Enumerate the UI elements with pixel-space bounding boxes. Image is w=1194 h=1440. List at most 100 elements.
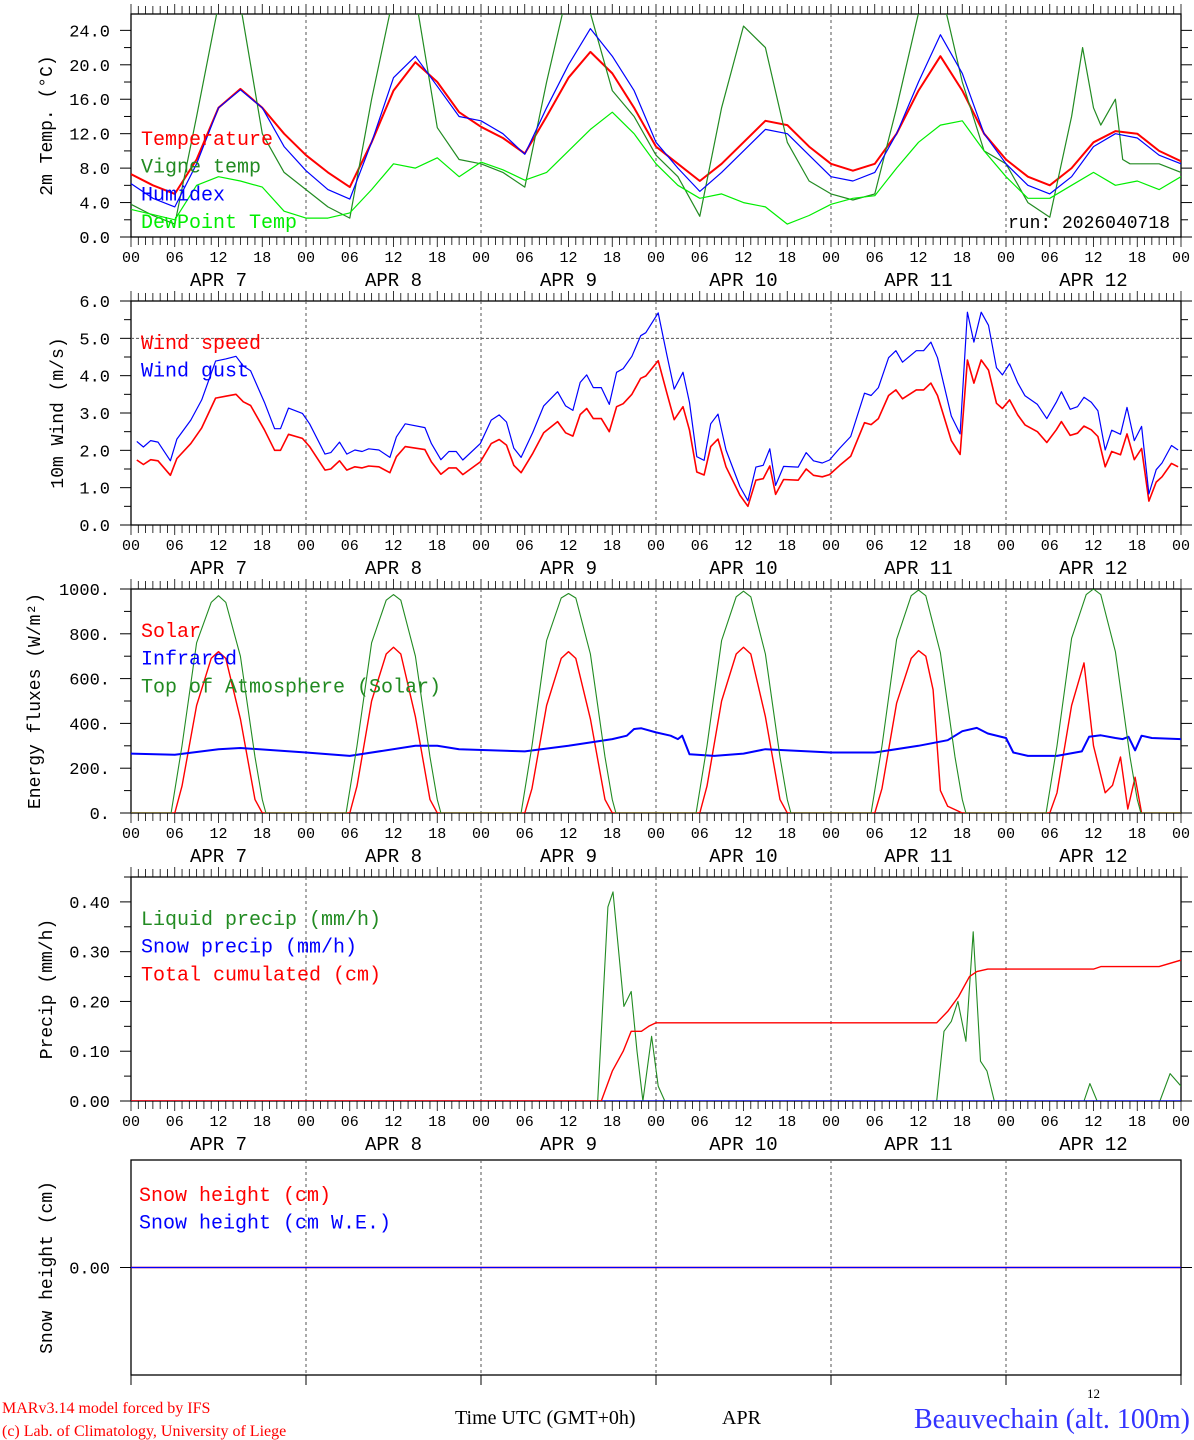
x-tick-label: 00 <box>472 1114 490 1131</box>
y-tick-label: 2.0 <box>79 443 110 462</box>
x-tick-label: 12 <box>734 538 752 555</box>
x-tick-label: 06 <box>1041 1114 1059 1131</box>
x-tick-label: 12 <box>209 538 227 555</box>
y-axis-title: 2m Temp. (°C) <box>38 55 58 195</box>
x-tick-label: 06 <box>341 826 359 843</box>
y-tick-label: 1.0 <box>79 481 110 500</box>
meteogram-panels: 00 06 12 18 00 06 12 18 00 06 12 18 00 06 12 18 00 06 12 18… <box>26 4 1192 1385</box>
x-tick-label: 18 <box>603 250 621 267</box>
series-line-dewpoint-temp <box>131 111 1181 225</box>
x-tick-label: 18 <box>603 538 621 555</box>
x-tick-label: 18 <box>953 826 971 843</box>
model-credit: MARv3.14 model forced by IFS <box>2 1400 210 1417</box>
y-tick-label: 800. <box>69 627 110 646</box>
x-tick-label: 00 <box>297 538 315 555</box>
day-label: APR 7 <box>190 558 247 580</box>
y-axis-title: Energy fluxes (W/m²) <box>26 593 46 809</box>
plot-frame <box>130 300 1182 526</box>
x-tick-label: 00 <box>297 1114 315 1131</box>
day-label: APR 9 <box>540 558 597 580</box>
day-label: APR 7 <box>190 270 247 292</box>
legend-entry: Liquid precip (mm/h) <box>141 909 381 932</box>
x-tick-label: 06 <box>691 1114 709 1131</box>
y-axis-title: 10m Wind (m/s) <box>49 337 69 488</box>
y-tick-label: 0.10 <box>69 1044 110 1063</box>
x-tick-label: 00 <box>472 250 490 267</box>
series-group <box>136 311 1179 508</box>
day-label: APR 12 <box>1059 1134 1127 1156</box>
y-axis-title: Precip (mm/h) <box>38 919 58 1059</box>
x-tick-label: 00 <box>647 538 665 555</box>
day-label: APR 11 <box>884 1134 952 1156</box>
legend-entry: Vigne temp <box>141 157 261 180</box>
x-tick-label: 12 <box>909 826 927 843</box>
series-line-top-of-atmosphere-solar <box>131 589 1181 813</box>
series-line-total-cumulated-cm <box>131 959 1181 1101</box>
x-tick-label: 18 <box>428 250 446 267</box>
x-tick-label: 12 <box>909 538 927 555</box>
x-tick-label: 12 <box>1084 1114 1102 1131</box>
series-line-infrared <box>131 726 1181 757</box>
y-tick-label: 4.0 <box>79 369 110 388</box>
x-tick-label: 12 <box>909 250 927 267</box>
x-tick-label: 18 <box>953 250 971 267</box>
x-tick-label: 00 <box>997 250 1015 267</box>
x-tick-label: 06 <box>691 538 709 555</box>
x-tick-label: 18 <box>1128 538 1146 555</box>
x-tick-label: 06 <box>691 250 709 267</box>
y-tick-label: 4.0 <box>79 196 110 215</box>
x-tick-label: 00 <box>297 826 315 843</box>
x-tick-label: 12 <box>209 250 227 267</box>
x-tick-label: 00 <box>122 250 140 267</box>
panel-5: 0.00 Snow height (cm) Snow height (cm) Snow… <box>38 1159 1192 1385</box>
x-tick-label: 00 <box>1172 250 1190 267</box>
x-tick-label: 18 <box>253 826 271 843</box>
x-tick-label: 00 <box>822 826 840 843</box>
day-label: APR 8 <box>365 846 422 868</box>
x-tick-label: 18 <box>253 538 271 555</box>
y-tick-label: 6.0 <box>79 294 110 313</box>
x-tick-label: 12 <box>559 826 577 843</box>
day-label: APR 11 <box>884 558 952 580</box>
x-tick-label: 12 <box>734 250 752 267</box>
x-tick-label: 18 <box>428 826 446 843</box>
panel-4: 00 06 12 18 00 06 12 18 00 06 12 18 00 06 12 18 00 06 12 18… <box>38 867 1192 1156</box>
legend-entry: Snow height (cm W.E.) <box>139 1213 391 1236</box>
legend-entry: Snow height (cm) <box>139 1185 331 1208</box>
x-tick-label: 00 <box>647 1114 665 1131</box>
series-line-liquid-precip-mm-h <box>131 891 1181 1101</box>
x-tick-label: 18 <box>778 826 796 843</box>
series-line-wind-speed <box>136 359 1179 508</box>
legend-entry: Wind gust <box>141 361 249 384</box>
x-tick-label: 18 <box>1128 250 1146 267</box>
x-tick-label: 06 <box>516 538 534 555</box>
x-tick-label: 00 <box>1172 826 1190 843</box>
x-tick-label: 00 <box>472 538 490 555</box>
y-tick-label: 12.0 <box>69 127 110 146</box>
x-tick-label: 18 <box>603 1114 621 1131</box>
x-tick-label: 06 <box>166 826 184 843</box>
x-tick-label: 18 <box>778 538 796 555</box>
y-tick-label: 0.30 <box>69 945 110 964</box>
legend-entry: Infrared <box>141 649 237 672</box>
x-tick-label: 00 <box>997 538 1015 555</box>
x-tick-label: 06 <box>1041 538 1059 555</box>
footer: MARv3.14 model forced by IFS (c) Lab. of… <box>2 1386 1190 1440</box>
x-tick-label: 06 <box>516 1114 534 1131</box>
x-axis-title: Time UTC (GMT+0h) <box>455 1407 636 1429</box>
y-tick-label: 600. <box>69 672 110 691</box>
legend-entry: Solar <box>141 621 201 644</box>
legend-entry: Snow precip (mm/h) <box>141 937 357 960</box>
day-label: APR 9 <box>540 270 597 292</box>
series-line-vigne-temp <box>131 14 1181 225</box>
x-tick-label: 12 <box>559 538 577 555</box>
day-label: APR 12 <box>1059 558 1127 580</box>
x-tick-label: 06 <box>866 538 884 555</box>
x-tick-label: 06 <box>516 250 534 267</box>
legend-entry: DewPoint Temp <box>141 212 297 235</box>
x-tick-label: 00 <box>122 538 140 555</box>
x-tick-label: 06 <box>166 1114 184 1131</box>
legend-entry: Top of Atmosphere (Solar) <box>141 676 441 699</box>
x-tick-label: 00 <box>822 250 840 267</box>
x-tick-label: 12 <box>734 826 752 843</box>
